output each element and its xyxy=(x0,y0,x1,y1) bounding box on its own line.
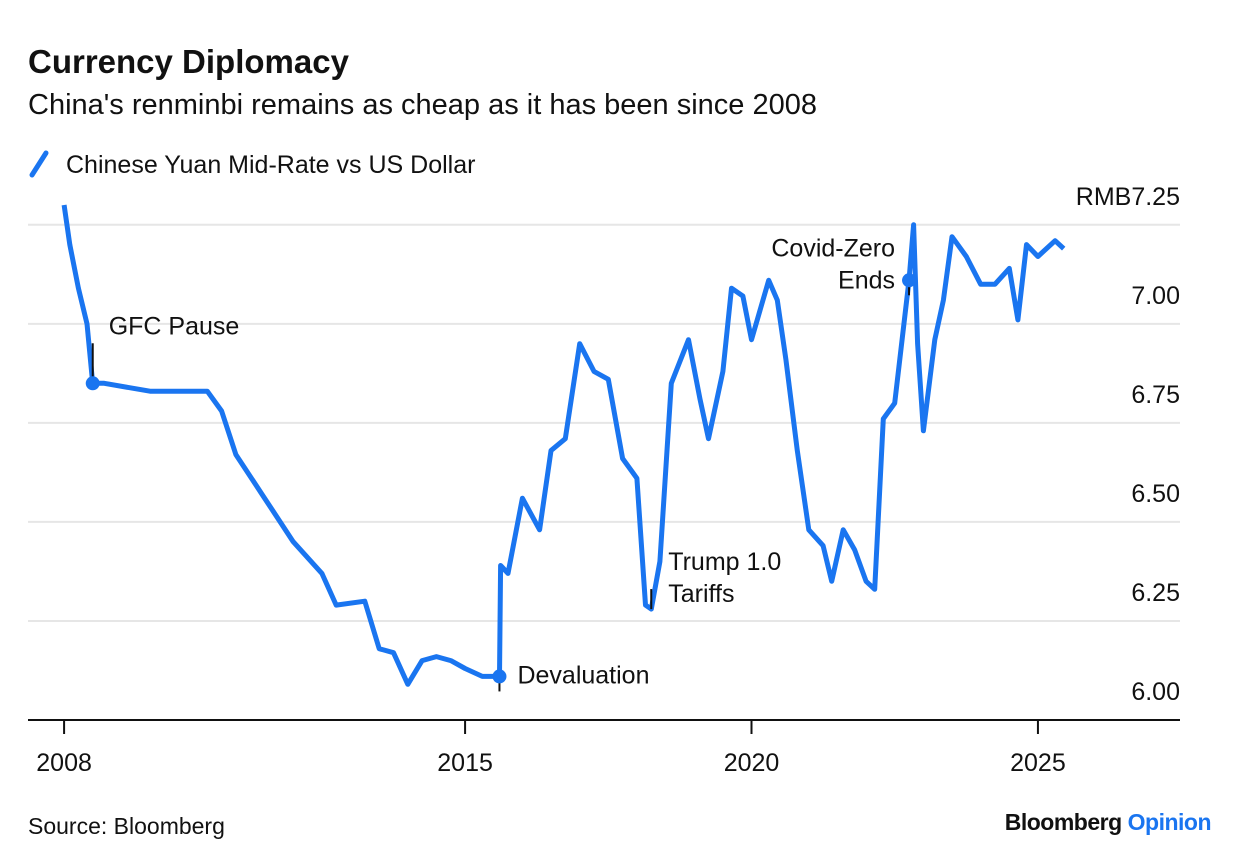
y-tick-label: 6.00 xyxy=(1131,678,1180,706)
annotation-label: GFC Pause xyxy=(109,312,240,340)
legend-swatch xyxy=(29,150,49,178)
annotation-label: Tariffs xyxy=(668,580,734,608)
y-tick-label: 6.50 xyxy=(1131,480,1180,508)
annotation-label: Devaluation xyxy=(517,661,649,689)
legend-label: Chinese Yuan Mid-Rate vs US Dollar xyxy=(66,151,475,179)
brand: Bloomberg Opinion xyxy=(1005,809,1211,835)
annotation-dot xyxy=(902,273,917,288)
x-tick-label: 2020 xyxy=(724,749,780,777)
x-tick-label: 2025 xyxy=(1010,749,1066,777)
y-tick-label: 6.25 xyxy=(1131,579,1180,607)
source: Source: Bloomberg xyxy=(28,813,225,839)
annotation-label: Trump 1.0 xyxy=(668,548,781,576)
chart-title: Currency Diplomacy xyxy=(28,43,350,80)
annotation-dot xyxy=(85,376,100,391)
x-tick-label: 2008 xyxy=(36,749,92,777)
y-tick-label: RMB7.25 xyxy=(1076,183,1180,211)
y-tick-label: 6.75 xyxy=(1131,381,1180,409)
annotation-dot xyxy=(492,669,507,684)
brand-name: Bloomberg xyxy=(1005,809,1122,835)
x-tick-label: 2015 xyxy=(437,749,493,777)
annotation-label: Covid-Zero xyxy=(771,234,895,262)
series-line xyxy=(61,204,1066,687)
brand-section: Opinion xyxy=(1128,809,1211,835)
chart-subtitle: China's renminbi remains as cheap as it … xyxy=(28,89,817,121)
y-tick-label: 7.00 xyxy=(1131,282,1180,310)
annotation-label: Ends xyxy=(838,266,895,294)
